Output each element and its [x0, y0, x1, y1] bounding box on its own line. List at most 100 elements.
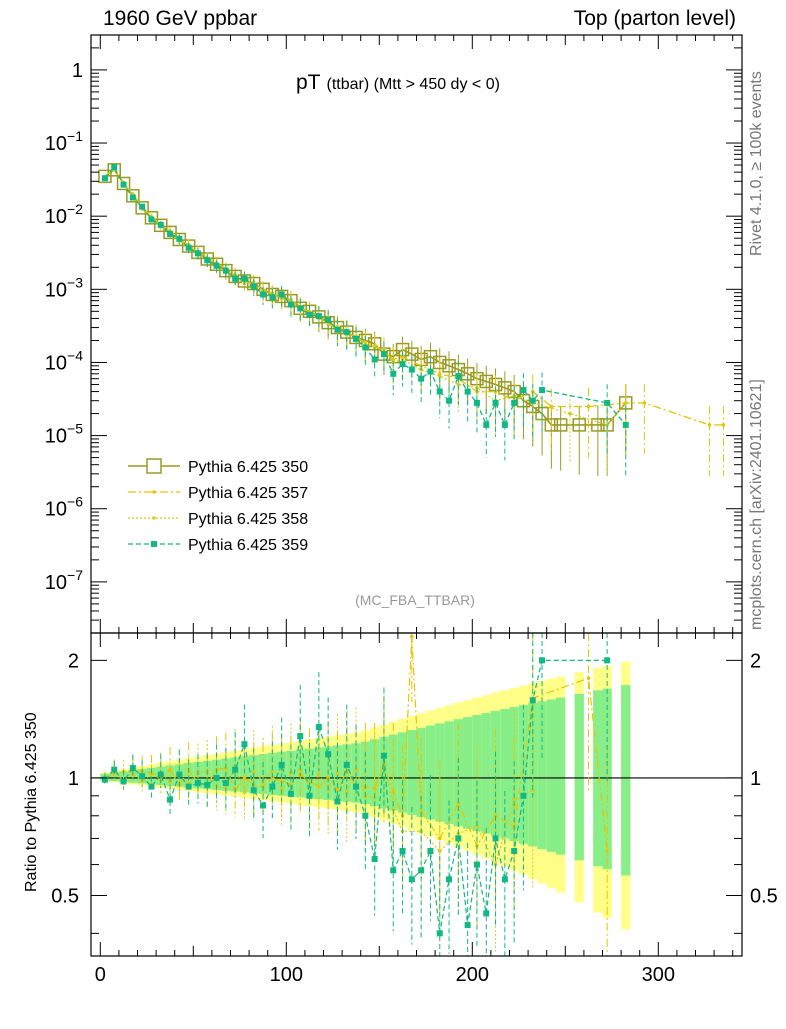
marker-s350: [144, 211, 159, 225]
marker-s359: [604, 399, 611, 406]
ratio-marker-s359: [287, 790, 294, 797]
marker-s359: [222, 267, 229, 274]
legend-label-s358: Pythia 6.425 358: [188, 511, 308, 528]
marker-s359: [278, 291, 285, 298]
marker-s359: [232, 275, 239, 282]
legend-marker-s359: [151, 541, 157, 547]
ratio-marker-s359: [529, 697, 536, 704]
marker-s359: [120, 181, 127, 188]
y-tick-label-main: 10−5: [45, 421, 83, 448]
ratio-marker-s358: [354, 767, 358, 772]
marker-s359: [436, 388, 443, 395]
marker-s359: [380, 351, 387, 358]
y-tick-label-ratio: 2: [68, 650, 79, 672]
ratio-marker-s359: [101, 776, 108, 783]
ratio-marker-s357: [307, 779, 312, 784]
ratio-marker-s358: [112, 772, 117, 777]
ratio-marker-s359: [408, 876, 415, 883]
y-tick-label-main: 10−6: [45, 494, 83, 521]
mcplots-reference-label: mcplots.cern.ch [arXiv:2401.10621]: [748, 379, 765, 630]
marker-s359: [418, 375, 425, 382]
marker-s359: [622, 421, 629, 428]
marker-s350: [498, 381, 512, 395]
watermark: (MC_FBA_TTBAR): [355, 592, 475, 608]
ratio-band-green: [621, 685, 631, 876]
ratio-y-axis-label: Ratio to Pythia 6.425 350: [23, 712, 40, 892]
marker-s350: [572, 418, 586, 432]
ratio-marker-s359: [241, 741, 248, 748]
legend-marker-s358: [152, 516, 156, 520]
marker-s359: [250, 283, 257, 290]
ratio-marker-s359: [380, 752, 387, 759]
ratio-band-green: [425, 725, 436, 820]
series-line-s358: [104, 168, 627, 426]
marker-s359: [306, 311, 313, 318]
ratio-marker-s359: [371, 856, 378, 863]
ratio-band-green: [407, 730, 417, 815]
marker-s359: [111, 164, 118, 171]
ratio-marker-s359: [111, 766, 118, 773]
marker-s357: [721, 423, 726, 427]
ratio-marker-s359: [213, 774, 220, 781]
marker-s350: [544, 418, 559, 432]
ratio-band-green: [109, 772, 119, 782]
ratio-marker-s357: [605, 849, 609, 853]
ratio-marker-s359: [204, 781, 211, 788]
ratio-marker-s359: [148, 783, 155, 790]
marker-s359: [334, 326, 341, 333]
marker-s359: [315, 313, 322, 320]
ratio-marker-s359: [399, 847, 406, 854]
ratio-marker-s359: [306, 792, 313, 799]
ratio-marker-s358: [475, 824, 479, 829]
y-tick-label-ratio-right: 1: [750, 768, 761, 790]
marker-s350: [116, 176, 131, 191]
marker-s359: [427, 368, 434, 375]
x-tick-label: 0: [95, 964, 106, 986]
x-tick-label: 100: [270, 964, 303, 986]
marker-s359: [325, 317, 332, 324]
ratio-marker-s359: [473, 861, 480, 868]
y-tick-label-ratio-right: 0.5: [750, 886, 778, 908]
marker-s358: [456, 382, 461, 387]
ratio-marker-s359: [269, 783, 276, 790]
axes: 0 100 200 300 1 10−1 10−2 10−3 10−4 10−5 10−6 10−7 2…: [45, 34, 778, 986]
marker-s350: [553, 418, 568, 432]
ratio-marker-s358: [270, 769, 275, 774]
marker-s359: [390, 370, 397, 377]
ratio-marker-s359: [129, 765, 136, 772]
ratio-marker-s359: [139, 773, 146, 780]
marker-s359: [539, 387, 546, 394]
ratio-band-green: [556, 697, 566, 855]
ratio-marker-s359: [185, 783, 192, 790]
marker-s359: [194, 250, 201, 257]
ratio-marker-s359: [250, 787, 257, 794]
ratio-marker-s358: [251, 769, 256, 774]
marker-s350: [433, 355, 447, 370]
ratio-marker-s357: [419, 809, 423, 814]
marker-s358: [623, 401, 628, 405]
marker-s359: [446, 397, 453, 404]
ratio-marker-s359: [455, 835, 462, 842]
marker-s350: [442, 359, 456, 373]
marker-s359: [176, 235, 183, 242]
marker-s359: [343, 329, 350, 336]
rivet-version-label: Rivet 4.1.0, ≥ 100k events: [748, 71, 765, 256]
marker-s359: [101, 175, 108, 182]
ratio-marker-s359: [232, 766, 239, 773]
ratio-marker-s357: [279, 779, 284, 784]
ratio-marker-s357: [456, 801, 461, 806]
marker-s350: [126, 189, 140, 203]
marker-s359: [399, 361, 406, 368]
marker-s359: [129, 194, 136, 201]
ratio-marker-s358: [335, 771, 340, 775]
ratio-band-green: [518, 705, 529, 844]
ratio-band-green: [546, 699, 556, 852]
ratio-marker-s359: [176, 771, 183, 778]
marker-s359: [501, 421, 508, 428]
marker-s359: [167, 231, 174, 238]
ratio-marker-s357: [168, 767, 172, 772]
x-tick-label: 300: [642, 964, 675, 986]
ratio-band-green: [500, 709, 510, 839]
marker-s359: [204, 257, 211, 264]
legend-label-s359: Pythia 6.425 359: [188, 537, 308, 554]
